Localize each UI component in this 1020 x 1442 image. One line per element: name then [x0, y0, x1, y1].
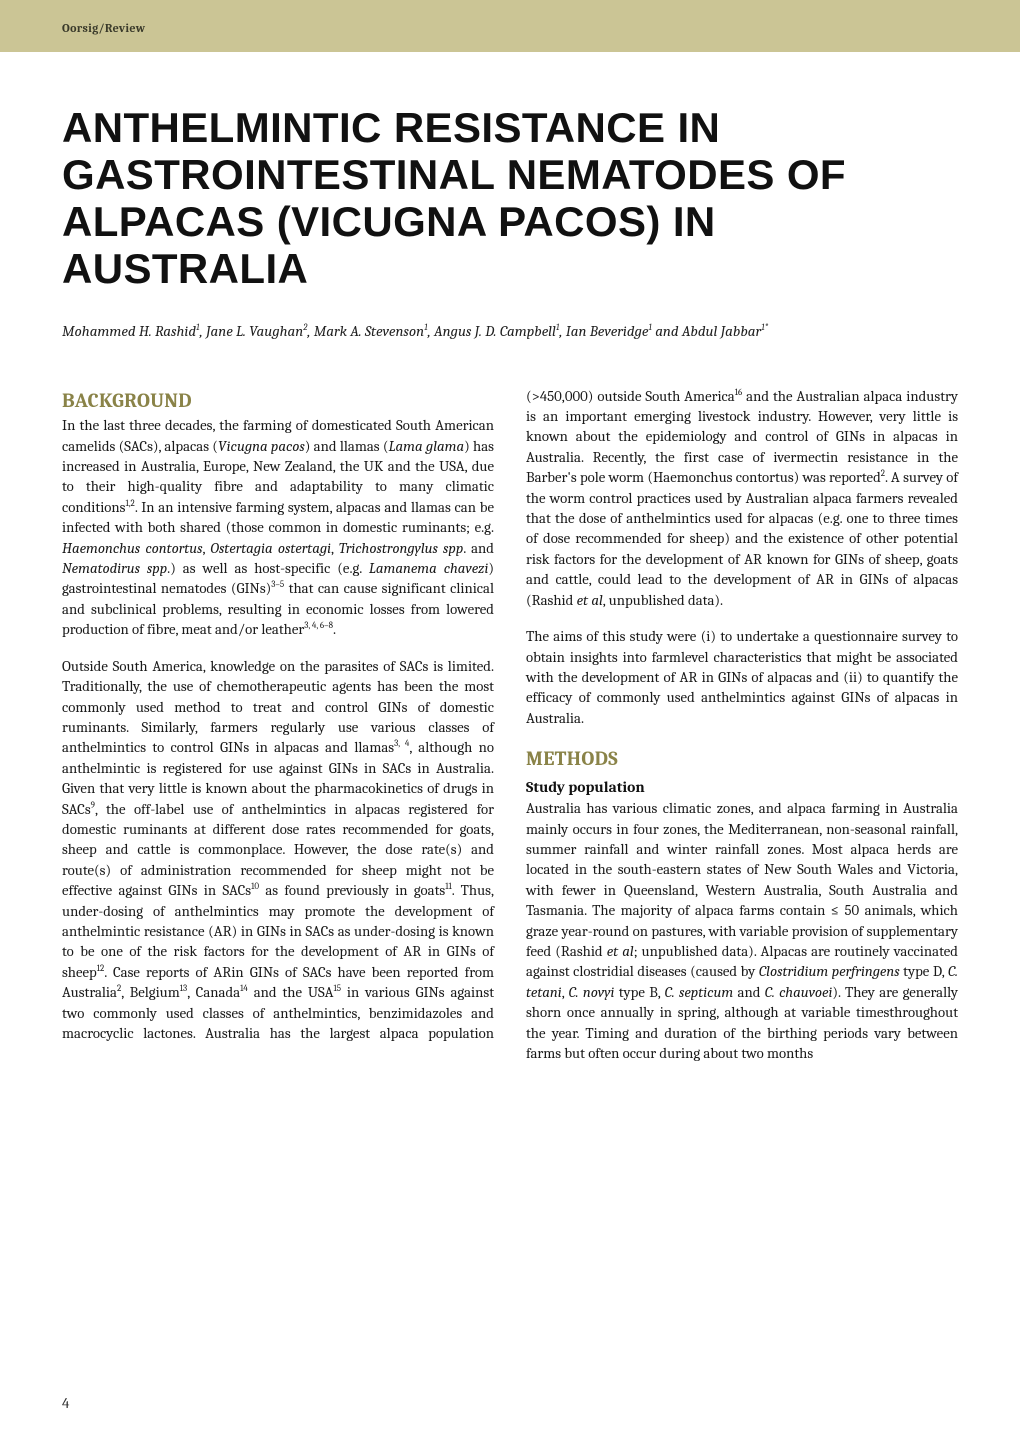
two-column-body: BACKGROUND In the last three decades, th…	[62, 387, 958, 1065]
heading-study-population: Study population	[526, 777, 958, 798]
heading-background: BACKGROUND	[62, 387, 494, 415]
page-body: Anthelmintic resistance in gastrointesti…	[0, 52, 1020, 1064]
heading-methods: METHODS	[526, 745, 958, 773]
page-number: 4	[62, 1394, 69, 1412]
section-label: Oorsig/Review	[62, 21, 145, 35]
subsection-study-population: Study population Australia has various c…	[526, 777, 958, 1065]
header-band: Oorsig/Review	[0, 0, 1020, 52]
background-para-1: In the last three decades, the farming o…	[62, 416, 494, 640]
authors-line: Mohammed H. Rashid1, Jane L. Vaughan2, M…	[62, 320, 958, 343]
background-para-3: The aims of this study were (i) to under…	[526, 627, 958, 729]
study-population-para-1: Australia has various climatic zones, an…	[526, 799, 958, 1064]
article-title: Anthelmintic resistance in gastrointesti…	[62, 104, 958, 292]
